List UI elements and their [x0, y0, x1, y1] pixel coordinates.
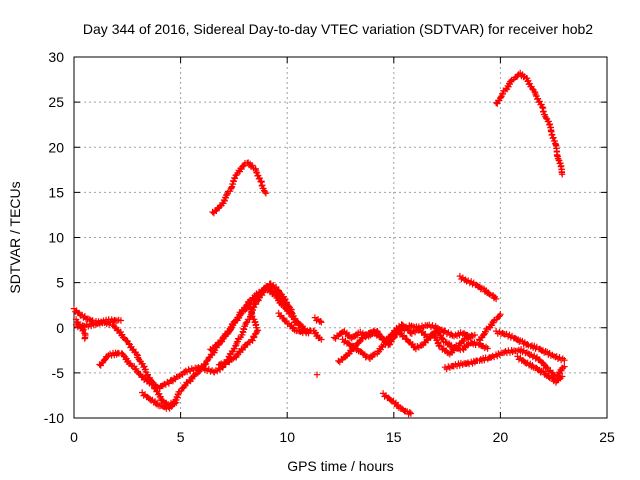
data-point-markers: [313, 371, 321, 378]
y-tick-label: -5: [52, 365, 65, 381]
x-tick-label: 5: [177, 429, 185, 445]
data-point-markers: [72, 316, 89, 342]
x-tick-label: 10: [279, 429, 295, 445]
y-tick-label: 25: [48, 94, 64, 110]
series-track-11: [209, 159, 270, 217]
series-track-10: [313, 371, 321, 378]
series-track-18: [475, 311, 504, 344]
data-point-markers: [311, 314, 325, 326]
series-track-15: [379, 390, 415, 418]
data-point-markers: [339, 321, 474, 362]
x-tick-label: 0: [70, 429, 78, 445]
grid: [74, 57, 607, 418]
series-track-19: [492, 327, 568, 364]
y-tick-label: 30: [48, 49, 64, 65]
series-track-6: [207, 280, 308, 354]
data-point-markers: [475, 311, 504, 344]
series-track-1: [70, 283, 312, 409]
series-track-7: [215, 300, 262, 368]
y-tick-label: 15: [48, 184, 64, 200]
data-point-markers: [456, 272, 500, 303]
series-track-21: [492, 69, 566, 178]
chart-title: Day 344 of 2016, Sidereal Day-to-day VTE…: [83, 21, 593, 37]
series-track-16: [456, 272, 500, 303]
data-point-markers: [209, 159, 270, 217]
y-axis-label: SDTVAR / TECUs: [7, 181, 23, 293]
series-track-20: [514, 353, 566, 386]
series-track-17: [441, 346, 568, 380]
data-point-markers: [379, 390, 415, 418]
x-tick-label: 20: [493, 429, 509, 445]
data-points: [70, 69, 568, 418]
y-tick-label: 0: [56, 320, 64, 336]
y-tick-label: 5: [56, 275, 64, 291]
data-point-markers: [275, 309, 325, 343]
tick-labels: 0 5 10 15 20 25 -10 -5 0 5 10 15 20 25 30: [44, 49, 615, 445]
data-point-markers: [514, 353, 566, 386]
data-point-markers: [139, 389, 180, 412]
data-point-markers: [492, 327, 568, 364]
y-tick-label: 20: [48, 139, 64, 155]
series-track-8: [275, 309, 325, 343]
data-point-markers: [70, 283, 312, 409]
data-point-markers: [441, 346, 568, 380]
series-track-3: [72, 316, 89, 342]
x-tick-label: 15: [386, 429, 402, 445]
series-track-9: [311, 314, 325, 326]
x-axis-label: GPS time / hours: [287, 458, 394, 474]
y-tick-label: 10: [48, 230, 64, 246]
y-tick-label: -10: [44, 410, 64, 426]
series-track-5: [139, 389, 180, 412]
data-point-markers: [215, 300, 262, 368]
data-point-markers: [492, 69, 566, 178]
x-tick-label: 25: [599, 429, 615, 445]
data-point-markers: [207, 280, 308, 354]
series-track-14: [339, 321, 474, 362]
